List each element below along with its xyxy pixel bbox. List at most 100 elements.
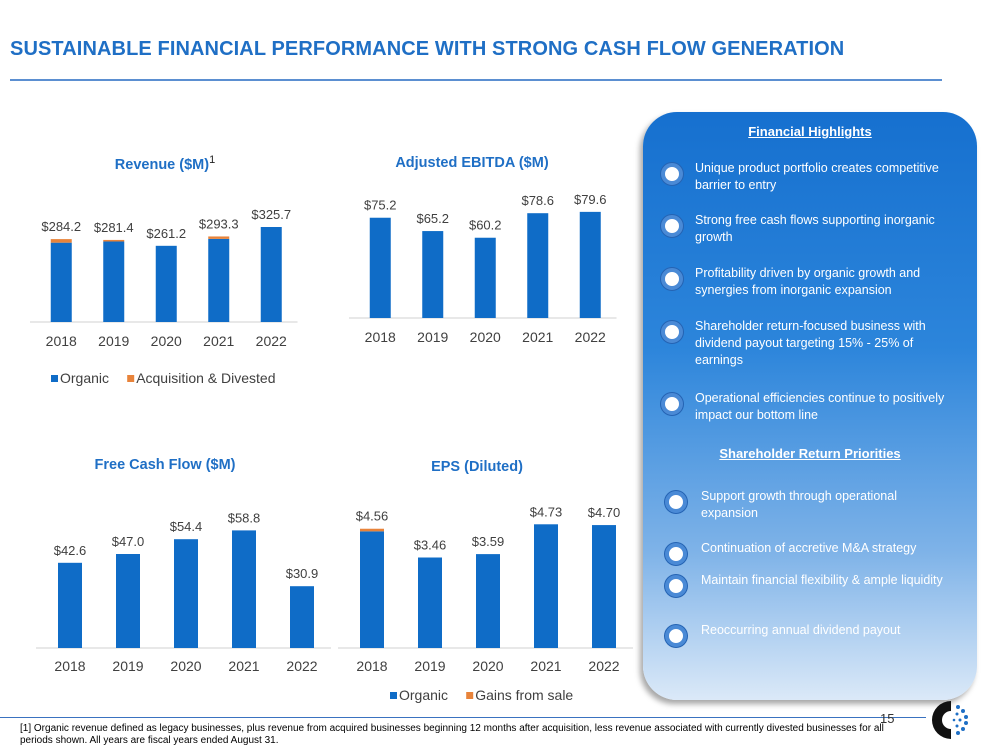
data-label: $3.46	[414, 538, 447, 553]
chart-title: EPS (Diluted)	[431, 459, 523, 475]
priority-text: Reoccurring annual dividend payout	[701, 623, 901, 637]
bullet-circle-icon	[661, 393, 683, 415]
data-label: $78.6	[521, 193, 554, 208]
data-label: $4.56	[356, 509, 389, 524]
data-label: $42.6	[54, 543, 87, 558]
bar-free-cash-flow	[290, 586, 314, 648]
bar-acquisition-divested	[208, 236, 230, 239]
page-number: 15	[880, 711, 895, 726]
page-title: SUSTAINABLE FINANCIAL PERFORMANCE WITH S…	[10, 38, 845, 60]
data-label: $281.4	[94, 220, 134, 235]
footer-divider	[0, 717, 926, 718]
priority-text: Maintain financial flexibility & ample l…	[701, 573, 943, 587]
data-label: $4.70	[588, 505, 621, 520]
bar-free-cash-flow	[58, 562, 82, 648]
title-divider	[10, 79, 942, 81]
ebitda-chart: Adjusted EBITDA ($M) $75.2 2018 $65.2 2019 $6…	[337, 145, 627, 355]
data-label: $47.0	[112, 534, 145, 549]
bar-organic	[103, 241, 125, 322]
legend-swatch	[466, 692, 474, 699]
bullet-circle-icon	[665, 491, 687, 513]
chart-title: Revenue ($M)1	[115, 154, 215, 173]
category-label: 2021	[203, 333, 234, 349]
category-label: 2021	[522, 329, 553, 345]
bar-adjusted-ebitda	[579, 211, 601, 318]
data-label: $30.9	[286, 566, 319, 581]
highlight-text: Operational efficiencies continue to pos…	[695, 391, 945, 422]
legend-swatch	[390, 692, 397, 699]
category-label: 2020	[170, 658, 201, 674]
bar-organic	[592, 525, 616, 648]
bar-organic	[534, 524, 558, 648]
highlight-text: Profitability driven by organic growth a…	[695, 266, 921, 297]
highlight-text: Shareholder return-focused business with…	[695, 319, 926, 367]
bar-organic	[260, 227, 282, 322]
highlight-text: Strong free cash flows supporting inorga…	[695, 213, 935, 244]
chart-title: Free Cash Flow ($M)	[95, 457, 236, 473]
data-label: $4.73	[530, 504, 563, 519]
revenue-svg: Revenue ($M)1 $284.2 2018 $281.4 2019 $261.2 2…	[30, 154, 298, 386]
bar-adjusted-ebitda	[527, 213, 549, 318]
data-label: $284.2	[41, 219, 81, 234]
highlight-text: Unique product portfolio creates competi…	[695, 161, 939, 192]
bar-free-cash-flow	[116, 554, 140, 648]
bullet-circle-icon	[661, 321, 683, 343]
category-label: 2018	[46, 333, 77, 349]
category-label: 2020	[151, 333, 182, 349]
bullet-circle-icon	[665, 543, 687, 565]
category-label: 2019	[417, 329, 448, 345]
chart-title: Adjusted EBITDA ($M)	[395, 155, 548, 171]
category-label: 2022	[588, 658, 619, 674]
highlights-panel: Financial Highlights Unique product port…	[643, 112, 977, 700]
bullet-circle-icon	[665, 625, 687, 647]
bar-organic	[476, 554, 500, 648]
category-label: 2020	[470, 329, 501, 345]
data-label: $58.8	[228, 510, 261, 525]
fcf-svg: Free Cash Flow ($M) $42.6 2018 $47.0 2019 $54…	[36, 457, 331, 674]
bar-organic	[360, 531, 384, 648]
bullet-circle-icon	[661, 215, 683, 237]
eps-svg: EPS (Diluted) $4.56 2018 $3.46 2019 $3.59 2020…	[338, 459, 633, 703]
category-label: 2019	[98, 333, 129, 349]
data-label: $293.3	[199, 216, 239, 231]
data-label: $325.7	[251, 207, 291, 222]
bullet-circle-icon	[661, 163, 683, 185]
bar-adjusted-ebitda	[369, 217, 391, 318]
bar-gains-from-sale	[360, 528, 384, 532]
legend-label: Acquisition & Divested	[136, 370, 275, 386]
category-label: 2021	[228, 658, 259, 674]
data-label: $79.6	[574, 192, 607, 207]
bar-organic	[155, 245, 177, 322]
shareholder-priorities-heading: Shareholder Return Priorities	[719, 446, 901, 461]
data-label: $60.2	[469, 218, 502, 233]
chart-title-text: Adjusted EBITDA ($M)	[395, 155, 548, 171]
category-label: 2019	[414, 658, 445, 674]
category-label: 2018	[365, 329, 396, 345]
category-label: 2022	[286, 658, 317, 674]
bar-free-cash-flow	[174, 539, 198, 648]
bar-acquisition-divested	[103, 239, 125, 242]
category-label: 2018	[54, 658, 85, 674]
bar-organic	[208, 238, 230, 322]
bar-acquisition-divested	[50, 239, 72, 243]
data-label: $75.2	[364, 198, 397, 213]
category-label: 2018	[356, 658, 387, 674]
data-label: $54.4	[170, 519, 203, 534]
legend-label: Organic	[399, 687, 448, 703]
legend-swatch	[127, 375, 135, 382]
priority-text: Continuation of accretive M&A strategy	[701, 541, 917, 555]
priority-text: Support growth through operational expan…	[701, 489, 897, 520]
bar-adjusted-ebitda	[474, 237, 496, 318]
bar-free-cash-flow	[232, 530, 256, 648]
eps-chart: EPS (Diluted) $4.56 2018 $3.46 2019 $3.59 2020…	[337, 450, 637, 705]
legend-label: Gains from sale	[475, 687, 573, 703]
chart-title-text: Free Cash Flow ($M)	[95, 457, 236, 473]
category-label: 2022	[256, 333, 287, 349]
data-label: $65.2	[416, 211, 449, 226]
category-label: 2020	[472, 658, 503, 674]
legend-label: Organic	[60, 370, 109, 386]
footnote: [1] Organic revenue defined as legacy bu…	[20, 723, 884, 746]
bullet-circle-icon	[665, 575, 687, 597]
chart-title-superscript: 1	[209, 154, 215, 166]
revenue-chart: Revenue ($M)1 $284.2 2018 $281.4 2019 $261.2 2…	[25, 145, 325, 395]
